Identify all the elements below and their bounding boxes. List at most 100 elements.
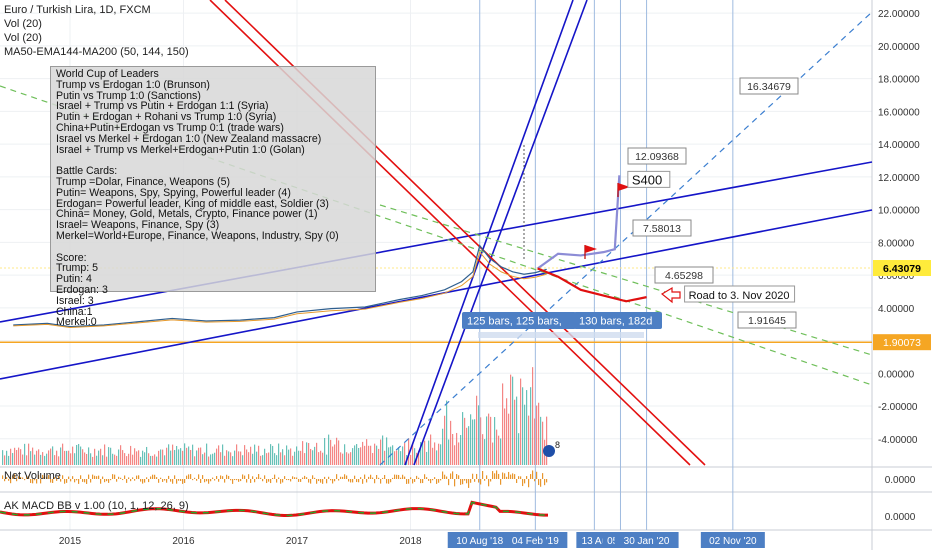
volume-bar (104, 444, 106, 465)
net-volume-bar (306, 477, 308, 479)
annotation-box (684, 285, 796, 303)
volume-bar (26, 455, 28, 465)
volume-bar (332, 446, 334, 465)
net-volume-bar (504, 473, 506, 479)
volume-bar (90, 453, 92, 465)
volume-bar (54, 455, 56, 465)
volume-bar (534, 418, 536, 465)
volume-bar (460, 435, 462, 465)
volume-bar (338, 440, 340, 465)
volume-bar (102, 455, 104, 465)
note-line: China= Money, Gold, Metals, Crypto, Fina… (56, 208, 318, 221)
volume-bar (232, 456, 234, 465)
net-volume-bar (58, 475, 60, 479)
volume-bar (468, 426, 470, 465)
volume-bar (210, 454, 212, 465)
net-volume-bar (270, 479, 272, 484)
date-tag-text: 13 Au (582, 536, 608, 547)
net-volume-bar (176, 479, 178, 484)
volume-bar (270, 444, 272, 465)
volume-bar (314, 446, 316, 465)
volume-bar (450, 420, 452, 465)
volume-bar (146, 446, 148, 465)
volume-bar (88, 447, 90, 465)
volume-bar (28, 443, 30, 465)
volume-bar (452, 434, 454, 465)
note-line: Israel + Trump vs Putin + Erdogan 1:1 (S… (56, 100, 269, 113)
volume-bar (388, 447, 390, 465)
net-volume-bar (348, 479, 350, 482)
net-volume-bar (514, 474, 516, 479)
volume-bar (496, 429, 498, 465)
note-line: Putin= Weapons, Spy, Spying, Powerful le… (56, 186, 291, 199)
net-volume-bar (482, 471, 484, 479)
volume-bar (300, 450, 302, 465)
note-line: Merkel:0 (56, 316, 97, 329)
note-line: Israel + Trump vs Merkel+Erdogan+Putin 1… (56, 143, 305, 156)
volume-bar (518, 433, 520, 465)
indicator-vol-2[interactable]: Vol (20) (4, 32, 42, 44)
volume-bar (2, 450, 4, 465)
volume-bar (160, 449, 162, 465)
net-volume-bar (106, 479, 108, 482)
volume-bar (22, 454, 24, 465)
indicator-vol-1[interactable]: Vol (20) (4, 18, 42, 30)
net-volume-bar (318, 479, 320, 482)
volume-bar (542, 421, 544, 465)
volume-bar (118, 449, 120, 465)
volume-bar (12, 453, 14, 465)
trend-line (404, 0, 574, 466)
volume-bar (398, 447, 400, 465)
volume-bar (20, 449, 22, 465)
volume-bar (346, 452, 348, 465)
volume-bar (86, 453, 88, 465)
net-volume-bar (462, 479, 464, 485)
y-tick-label: 8.00000 (878, 238, 915, 249)
net-volume-bar (200, 479, 202, 483)
volume-bar (294, 451, 296, 465)
net-volume-bar (530, 474, 532, 479)
date-tag-text: 10 Aug '18 (456, 536, 503, 547)
net-volume-bar (16, 479, 18, 482)
volume-bar (260, 455, 262, 465)
net-volume-bar (26, 476, 28, 479)
net-volume-bar (346, 475, 348, 479)
net-volume-bar (334, 479, 336, 482)
net-volume-bar (86, 479, 88, 484)
volume-bar (392, 445, 394, 465)
volume-bar (400, 451, 402, 465)
volume-bar (80, 446, 82, 465)
net-volume-bar (368, 476, 370, 479)
volume-bar (372, 453, 374, 465)
note-line: Trump =Dolar, Finance, Weapons (5) (56, 175, 230, 188)
net-volume-bar (76, 479, 78, 481)
net-volume-bar (232, 479, 234, 484)
net-volume-bar (532, 470, 534, 479)
net-volume-bar (498, 473, 500, 479)
net-volume-bar (520, 476, 522, 479)
y-tick-label: 14.00000 (878, 140, 920, 151)
volume-bar (526, 390, 528, 465)
net-volume-bar (474, 479, 476, 482)
net-volume-bar (122, 479, 124, 481)
net-volume-bar (68, 476, 70, 479)
net-volume-bar (480, 479, 482, 485)
annotation-text: S400 (632, 172, 662, 187)
volume-bar (188, 446, 190, 465)
note-box[interactable]: World Cup of Leaders Trump vs Erdogan 1:0… (50, 66, 376, 328)
net-volume-bar (128, 477, 130, 479)
net-volume-bar (414, 479, 416, 482)
net-volume-bar (188, 474, 190, 479)
date-tag (447, 532, 512, 548)
net-volume-bar (164, 479, 166, 481)
net-volume-bar (260, 477, 262, 479)
indicator-ma[interactable]: MA50-EMA144-MA200 (50, 144, 150) (4, 46, 189, 58)
volume-bar (362, 441, 364, 465)
volume-bar (208, 456, 210, 465)
net-volume-bar (64, 479, 66, 484)
volume-bar (206, 443, 208, 465)
volume-bar (148, 453, 150, 465)
net-volume-bar (546, 479, 548, 483)
net-volume-bar (304, 475, 306, 479)
